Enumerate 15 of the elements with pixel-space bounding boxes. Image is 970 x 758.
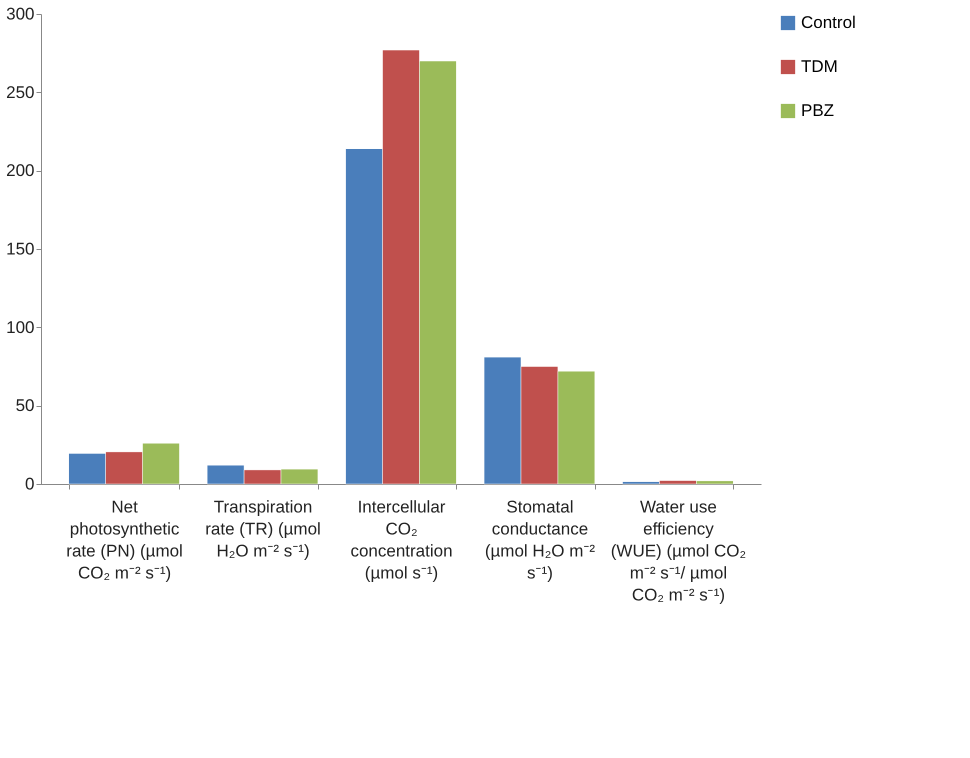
x-tick-label: Intercellular CO₂ concentration (µmol s⁻¹)	[350, 498, 453, 582]
y-tick-label: 250	[6, 82, 34, 102]
y-tick-label: 0	[25, 474, 34, 494]
legend-label: Control	[801, 13, 856, 32]
y-tick-label: 200	[6, 161, 34, 180]
x-tick-label: Net photosynthetic rate (PN) (µmol CO₂ m⁻² s⁻¹)	[66, 498, 183, 582]
y-tick-label: 100	[6, 318, 34, 337]
y-tick-label: 50	[16, 396, 34, 416]
y-tick-label: 150	[6, 240, 34, 258]
legend-label: TDM	[801, 57, 838, 76]
x-tick-label: Stomatal conductance (µmol H₂O m⁻² s⁻¹)	[484, 498, 596, 582]
legend-label: PBZ	[801, 101, 834, 120]
x-tick-label: Transpiration rate (TR) (µmol H₂O m⁻² s⁻¹)	[205, 498, 321, 560]
x-tick-label: Water use efficiency (WUE) (µmol CO₂ m⁻² s⁻¹/ µmol CO₂ m⁻² s⁻¹)	[610, 498, 746, 604]
y-tick-label: 300	[6, 4, 34, 24]
